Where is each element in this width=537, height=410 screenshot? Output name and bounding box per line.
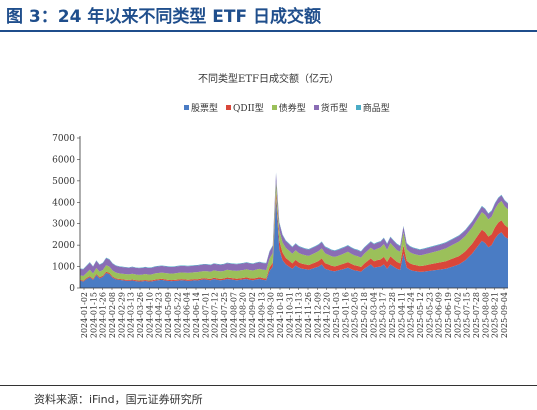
x-tick-label-38: 2025-06-09 xyxy=(435,292,444,338)
x-tick-label-16: 2024-08-07 xyxy=(229,292,238,338)
x-tick-label-37: 2025-05-23 xyxy=(425,292,434,338)
x-tick-label-40: 2025-07-02 xyxy=(453,292,462,338)
x-tick-label-27: 2025-01-03 xyxy=(332,292,341,338)
footer-divider xyxy=(0,385,537,386)
y-tick-label-1000: 1000 xyxy=(52,263,75,273)
x-tick-label-11: 2024-06-04 xyxy=(183,292,192,338)
x-tick-label-22: 2024-10-31 xyxy=(285,292,294,338)
legend-item-qdii: QDII型 xyxy=(226,101,264,114)
x-tick-label-36: 2025-05-12 xyxy=(416,292,425,338)
y-tick-label-6000: 6000 xyxy=(52,155,75,165)
x-tick-label-28: 2025-01-16 xyxy=(341,292,350,338)
y-tick-label-4000: 4000 xyxy=(52,198,75,208)
figure-title: 图 3：24 年以来不同类型 ETF 日成交额 xyxy=(6,7,321,27)
legend-swatch-bond xyxy=(271,105,277,110)
legend-swatch-stock xyxy=(184,105,189,110)
x-tick-label-2: 2024-01-26 xyxy=(99,292,108,338)
x-tick-label-8: 2024-04-23 xyxy=(155,292,164,338)
x-tick-label-35: 2025-04-24 xyxy=(407,292,416,338)
x-tick-label-39: 2025-06-19 xyxy=(444,292,453,338)
x-tick-label-25: 2024-12-09 xyxy=(313,292,322,338)
legend-label-stock: 股票型 xyxy=(191,104,219,114)
x-tick-label-1: 2024-01-15 xyxy=(89,292,98,338)
legend-label-money: 货币型 xyxy=(320,104,348,114)
x-tick-label-5: 2024-03-13 xyxy=(127,292,136,338)
legend-swatch-money xyxy=(313,105,319,110)
legend-item-bond: 债券型 xyxy=(271,101,306,114)
area-series-1 xyxy=(80,191,508,282)
x-tick-label-23: 2024-11-13 xyxy=(295,292,304,338)
legend-swatch-qdii xyxy=(226,105,232,110)
legend-label-commodity: 商品型 xyxy=(362,104,390,114)
x-tick-label-24: 2024-11-26 xyxy=(304,292,313,338)
y-tick-label-5000: 5000 xyxy=(52,177,75,187)
x-tick-label-15: 2024-07-25 xyxy=(220,292,229,338)
y-tick-label-3000: 3000 xyxy=(52,220,75,230)
area-series-0 xyxy=(80,198,508,288)
x-tick-label-44: 2025-08-21 xyxy=(491,292,500,338)
y-tick-label-0: 0 xyxy=(69,284,75,294)
y-tick-label-7000: 7000 xyxy=(52,134,75,144)
legend-item-stock: 股票型 xyxy=(184,101,218,114)
legend-item-money: 货币型 xyxy=(313,101,348,114)
x-tick-label-34: 2025-04-11 xyxy=(397,292,406,338)
x-tick-label-12: 2024-06-14 xyxy=(192,292,201,338)
x-tick-label-7: 2024-04-10 xyxy=(145,292,154,338)
x-tick-label-17: 2024-08-20 xyxy=(239,292,248,338)
x-tick-label-21: 2024-10-18 xyxy=(276,292,285,338)
x-tick-label-3: 2024-02-08 xyxy=(108,292,117,338)
title-divider xyxy=(0,30,537,32)
x-tick-label-41: 2025-07-15 xyxy=(463,292,472,338)
x-tick-label-20: 2024-09-30 xyxy=(267,292,276,338)
x-tick-label-4: 2024-02-29 xyxy=(117,292,126,338)
x-tick-label-13: 2024-07-01 xyxy=(201,292,210,338)
x-tick-label-9: 2024-05-09 xyxy=(164,292,173,338)
legend-swatch-commodity xyxy=(355,105,361,110)
x-tick-label-29: 2025-02-05 xyxy=(351,292,360,338)
chart-title: 不同类型ETF日成交额（亿元） xyxy=(198,74,339,85)
area-series-2 xyxy=(80,180,508,281)
legend-item-commodity: 商品型 xyxy=(355,101,390,114)
x-tick-label-32: 2025-03-17 xyxy=(379,292,388,338)
x-tick-label-42: 2025-07-28 xyxy=(472,292,481,338)
chart-legend: 股票型 QDII型 债券型 货币型 商品型 xyxy=(184,101,390,114)
x-tick-label-30: 2025-02-18 xyxy=(360,292,369,338)
x-tick-label-18: 2024-09-02 xyxy=(248,292,257,338)
source-note: 资料来源：iFind，国元证券研究所 xyxy=(34,393,203,406)
y-tick-label-2000: 2000 xyxy=(52,241,75,251)
legend-label-bond: 债券型 xyxy=(278,104,306,114)
x-tick-label-10: 2024-05-22 xyxy=(173,292,182,338)
x-tick-label-31: 2025-03-04 xyxy=(369,292,378,338)
legend-label-qdii: QDII型 xyxy=(233,104,264,114)
x-tick-label-14: 2024-07-12 xyxy=(211,292,220,338)
x-tick-label-33: 2025-03-28 xyxy=(388,292,397,338)
x-tick-label-45: 2025-09-04 xyxy=(500,292,509,338)
x-tick-label-0: 2024-01-02 xyxy=(80,292,89,338)
x-tick-label-19: 2024-09-13 xyxy=(257,292,266,338)
x-tick-label-43: 2025-08-08 xyxy=(481,292,490,338)
x-tick-label-26: 2024-12-20 xyxy=(323,292,332,338)
x-tick-label-6: 2024-03-26 xyxy=(136,292,145,338)
